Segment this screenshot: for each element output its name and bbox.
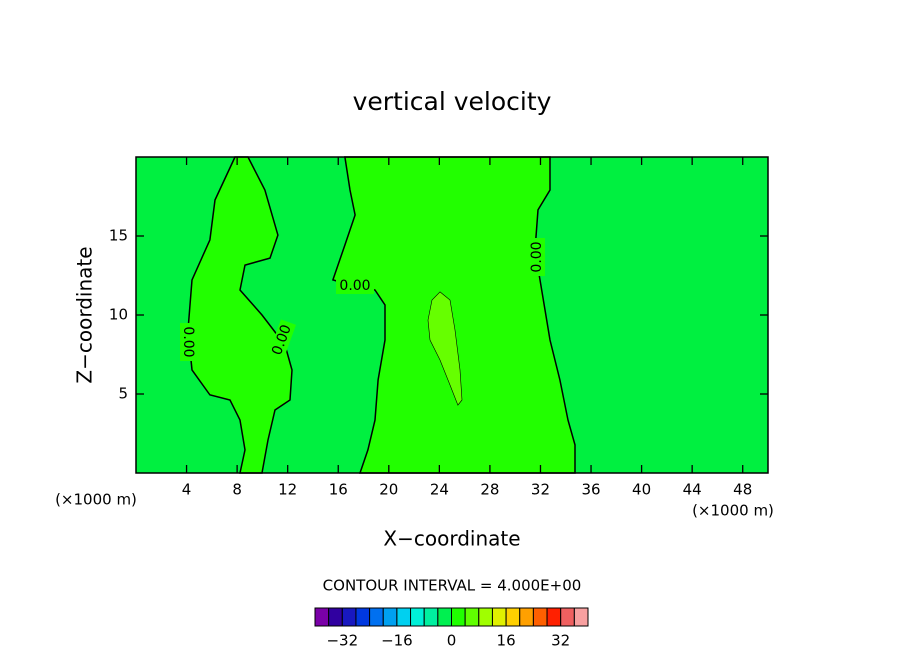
colorbar-swatch (478, 607, 493, 627)
x-tick-label: 28 (480, 481, 499, 499)
contour-interval: CONTOUR INTERVAL = 4.000E+00 (323, 577, 582, 595)
x-tick-label: 4 (182, 481, 192, 499)
colorbar-swatch (505, 607, 521, 627)
colorbar-swatch (396, 607, 412, 627)
contour-label-bg (267, 319, 297, 361)
colorbar-tick-label: 32 (551, 632, 570, 650)
colorbar-swatch (328, 607, 343, 627)
x-tick-label: 32 (531, 481, 550, 499)
colorbar-swatch (532, 607, 548, 627)
y-tick-label: 15 (109, 227, 128, 245)
x-tick-label: 12 (278, 481, 297, 499)
contour-label: 0.00 (529, 241, 545, 272)
colorbar-swatch (423, 607, 439, 627)
colorbar-swatch (546, 607, 562, 627)
colorbar-swatch (410, 607, 425, 627)
x-tick-label: 48 (733, 481, 752, 499)
colorbar-swatch (491, 607, 507, 627)
colorbar-tick-label: 16 (497, 632, 516, 650)
contour-label-bg (529, 238, 545, 276)
x-tick-label: 16 (329, 481, 348, 499)
x-axis-label: X−coordinate (383, 527, 520, 551)
colorbar-swatch (314, 607, 330, 627)
y-unit-label: (×1000 m) (55, 491, 137, 509)
y-axis-label: Z−coordinate (73, 246, 97, 383)
contour-label: 0.00 (180, 326, 196, 357)
x-tick-label: 8 (232, 481, 242, 499)
y-tick-label: 5 (118, 385, 128, 403)
colorbar-swatch (382, 607, 398, 627)
colorbar-swatch (437, 607, 453, 627)
colorbar-tick-label: 0 (447, 632, 457, 650)
colorbar-swatch (519, 607, 534, 627)
x-tick-label: 40 (632, 481, 651, 499)
colorbar-swatch (573, 607, 589, 627)
colorbar-tick-label: −16 (381, 632, 413, 650)
contour-label-bg (336, 278, 374, 294)
contour-label: 0.00 (339, 278, 370, 294)
x-tick-label: 44 (683, 481, 702, 499)
colorbar-tick-label: −32 (326, 632, 358, 650)
contour-region (427, 291, 463, 406)
chart-title: vertical velocity (353, 87, 552, 116)
colorbar-swatch (464, 607, 480, 627)
y-tick-label: 10 (109, 306, 128, 324)
colorbar-swatch (451, 607, 466, 627)
colorbar-swatch (369, 607, 384, 627)
contour-label-bg (180, 323, 196, 361)
colorbar-swatch (341, 607, 357, 627)
x-tick-label: 24 (430, 481, 449, 499)
x-unit-label: (×1000 m) (692, 502, 774, 520)
colorbar-swatch (560, 607, 575, 627)
x-tick-label: 20 (379, 481, 398, 499)
colorbar-swatch (355, 607, 371, 627)
x-tick-label: 36 (581, 481, 600, 499)
